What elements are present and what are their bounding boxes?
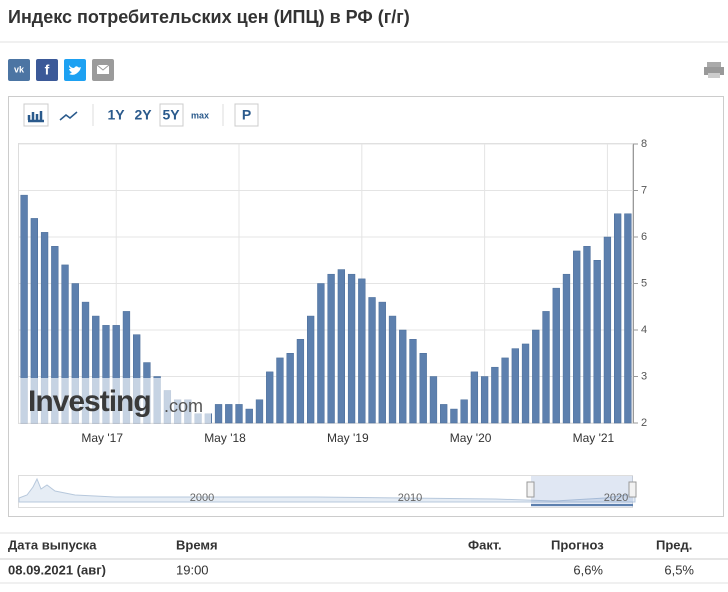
bar: [562, 273, 571, 424]
y-tick-label: 3: [641, 370, 647, 382]
x-tick-label: May '21: [573, 431, 615, 445]
table-cell: 6,5%: [664, 562, 694, 577]
bar: [532, 329, 540, 424]
bar: [593, 260, 601, 424]
bar: [307, 315, 315, 424]
x-tick-label: May '18: [204, 431, 246, 445]
bar: [450, 408, 458, 424]
y-tick-label: 6: [641, 231, 647, 243]
bar: [603, 236, 612, 424]
mail-icon-flap: [96, 64, 110, 71]
bar: [614, 213, 622, 424]
bar: [235, 404, 243, 424]
page-title: Индекс потребительских цен (ИПЦ) в РФ (г…: [8, 7, 410, 27]
bar: [542, 311, 550, 424]
bar: [440, 404, 448, 424]
bar: [552, 287, 560, 424]
bar: [460, 399, 468, 424]
bar: [573, 250, 581, 424]
bar: [276, 357, 284, 424]
bar: [501, 357, 509, 424]
bar: [286, 353, 294, 424]
navigator-handle[interactable]: [526, 481, 535, 498]
table-header: Дата выпуска: [8, 537, 97, 552]
y-tick-label: 2: [641, 417, 647, 429]
bar: [399, 329, 407, 424]
bar: [429, 376, 438, 424]
bar: [327, 273, 335, 424]
area-chart-icon[interactable]: [59, 111, 78, 121]
selected-range: [159, 103, 184, 127]
facebook-icon: f: [45, 62, 50, 78]
toolbar: [23, 103, 259, 127]
navigator-handle[interactable]: [628, 481, 637, 498]
y-tick-label: 8: [641, 138, 647, 150]
bar: [347, 273, 356, 424]
y-tick-label: 5: [641, 277, 647, 289]
navigator-label: 2020: [604, 492, 628, 504]
watermark-backdrop: [19, 378, 211, 423]
bar: [624, 213, 632, 424]
bar: [378, 301, 386, 424]
bar: [470, 371, 479, 424]
y-tick-label: 7: [641, 184, 647, 196]
bar: [317, 283, 325, 424]
table-header: Факт.: [468, 537, 502, 552]
bar: [521, 343, 530, 424]
table-header: Прогноз: [551, 537, 604, 552]
navigator-label: 2000: [190, 492, 214, 504]
facebook-button[interactable]: [36, 59, 58, 81]
navigator: [18, 475, 637, 508]
range-button[interactable]: 2Y: [134, 107, 152, 123]
vk-icon: vk: [14, 64, 25, 74]
plot: [19, 143, 638, 424]
bar: [480, 376, 489, 424]
range-button[interactable]: 1Y: [107, 107, 125, 123]
bar: [296, 339, 305, 424]
navigator-selection: [531, 476, 633, 507]
x-tick-label: May '19: [327, 431, 369, 445]
bar: [388, 315, 397, 424]
table-cell: 08.09.2021 (авг): [8, 562, 106, 577]
x-tick-label: May '17: [81, 431, 123, 445]
y-tick-label: 4: [641, 324, 647, 336]
bar: [358, 278, 366, 424]
vk-button[interactable]: [8, 59, 30, 81]
bar: [245, 408, 253, 424]
bar: [583, 246, 591, 424]
bar: [214, 404, 223, 424]
bar: [255, 399, 264, 424]
table-header: Пред.: [656, 537, 692, 552]
table-header: Время: [176, 537, 218, 552]
p-button[interactable]: P: [242, 107, 251, 123]
table-cell: 6,6%: [573, 562, 603, 577]
bar: [419, 353, 427, 424]
bar: [337, 269, 346, 424]
p-button-frame: [234, 103, 259, 127]
bar: [266, 371, 274, 424]
navigator-label: 2010: [398, 492, 422, 504]
range-button[interactable]: max: [191, 110, 209, 120]
range-button[interactable]: 5Y: [162, 107, 180, 123]
bar: [491, 366, 499, 424]
bar: [368, 297, 376, 424]
bar: [409, 339, 417, 424]
watermark-suffix: .com: [164, 396, 203, 416]
print-button[interactable]: [704, 62, 724, 78]
watermark: Investing: [28, 385, 151, 418]
table-cell: 19:00: [176, 562, 209, 577]
bar: [511, 348, 519, 424]
x-tick-label: May '20: [450, 431, 492, 445]
bar: [225, 404, 233, 424]
twitter-icon: [69, 65, 81, 75]
bar-chart-icon: [27, 111, 44, 123]
